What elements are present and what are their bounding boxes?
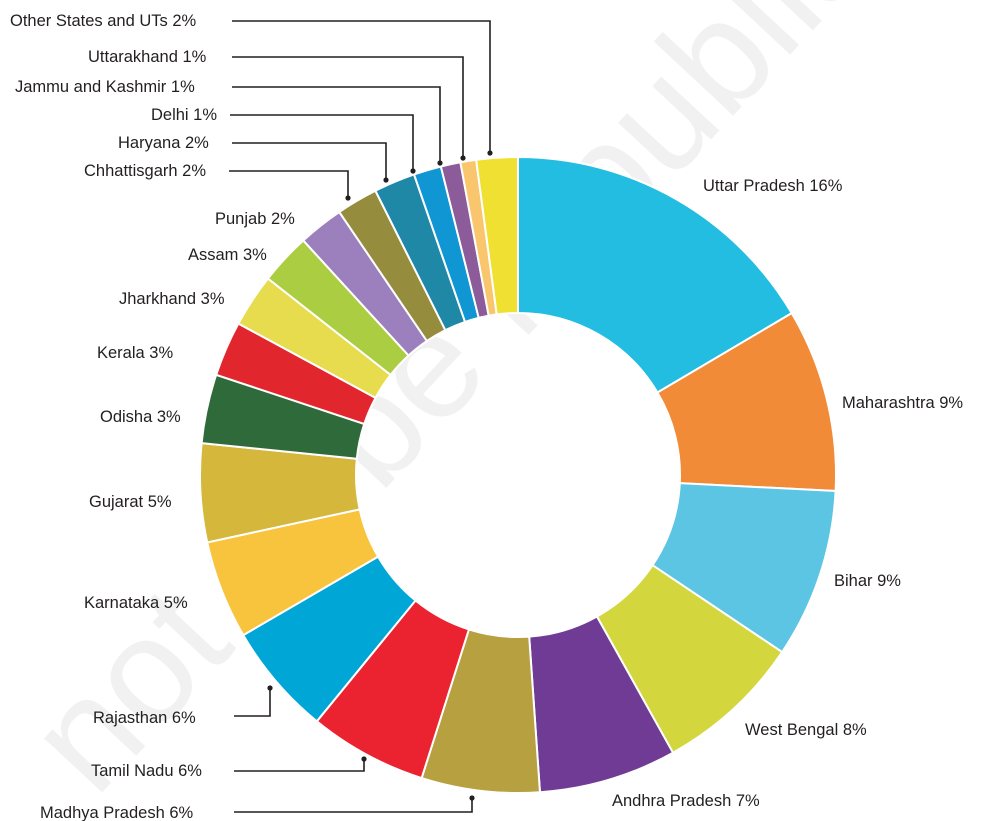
leader-line-chhattisgarh [229, 170, 349, 198]
label-rajasthan: Rajasthan 6% [93, 709, 196, 727]
label-assam: Assam 3% [188, 246, 267, 264]
slice-uttar-pradesh [517, 155, 794, 394]
leader-dot-uttarakhand [460, 155, 466, 161]
label-karnataka: Karnataka 5% [84, 594, 188, 612]
label-madhya-pradesh: Madhya Pradesh 6% [40, 804, 194, 821]
slice-labels: Uttar Pradesh 16% Maharashtra 9% Bihar 9% W… [10, 12, 963, 821]
label-andhra-pradesh: Andhra Pradesh 7% [612, 792, 760, 810]
leader-dot-other-states-and-uts [487, 150, 493, 156]
label-west-bengal: West Bengal 8% [745, 721, 867, 739]
leader-line-other-states-and-uts [232, 20, 491, 153]
leader-dot-tamil-nadu [361, 756, 367, 762]
slice-other-states-and-uts [475, 155, 519, 316]
label-gujarat: Gujarat 5% [89, 493, 172, 511]
leader-dot-jammu-and-kashmir [437, 160, 443, 166]
label-uttar-pradesh: Uttar Pradesh 16% [703, 177, 843, 195]
label-punjab: Punjab 2% [215, 210, 295, 228]
leader-line-uttarakhand [232, 56, 464, 158]
label-jammu-and-kashmir: Jammu and Kashmir 1% [15, 78, 195, 96]
label-odisha: Odisha 3% [100, 408, 181, 426]
label-bihar: Bihar 9% [834, 572, 901, 590]
leader-dot-madhya-pradesh [469, 795, 475, 801]
leader-dot-haryana [383, 177, 389, 183]
leader-lines [229, 20, 493, 813]
leader-line-delhi [230, 114, 414, 171]
label-haryana: Haryana 2% [118, 134, 209, 152]
label-kerala: Kerala 3% [97, 344, 173, 362]
leader-line-haryana [232, 142, 387, 180]
leader-dot-delhi [410, 168, 416, 174]
label-uttarakhand: Uttarakhand 1% [88, 48, 207, 66]
leader-dot-rajasthan [267, 685, 273, 691]
label-jharkhand: Jharkhand 3% [119, 290, 225, 308]
label-maharashtra: Maharashtra 9% [842, 394, 963, 412]
donut-slices [199, 155, 837, 794]
label-delhi: Delhi 1% [151, 106, 217, 124]
leader-line-jammu-and-kashmir [232, 86, 441, 163]
leader-dot-chhattisgarh [345, 195, 351, 201]
leader-line-rajasthan [234, 688, 271, 717]
label-chhattisgarh: Chhattisgarh 2% [84, 162, 206, 180]
label-tamil-nadu: Tamil Nadu 6% [91, 762, 202, 780]
leader-line-tamil-nadu [234, 759, 365, 772]
label-other-states-and-uts: Other States and UTs 2% [10, 12, 197, 30]
leader-line-madhya-pradesh [234, 798, 473, 813]
